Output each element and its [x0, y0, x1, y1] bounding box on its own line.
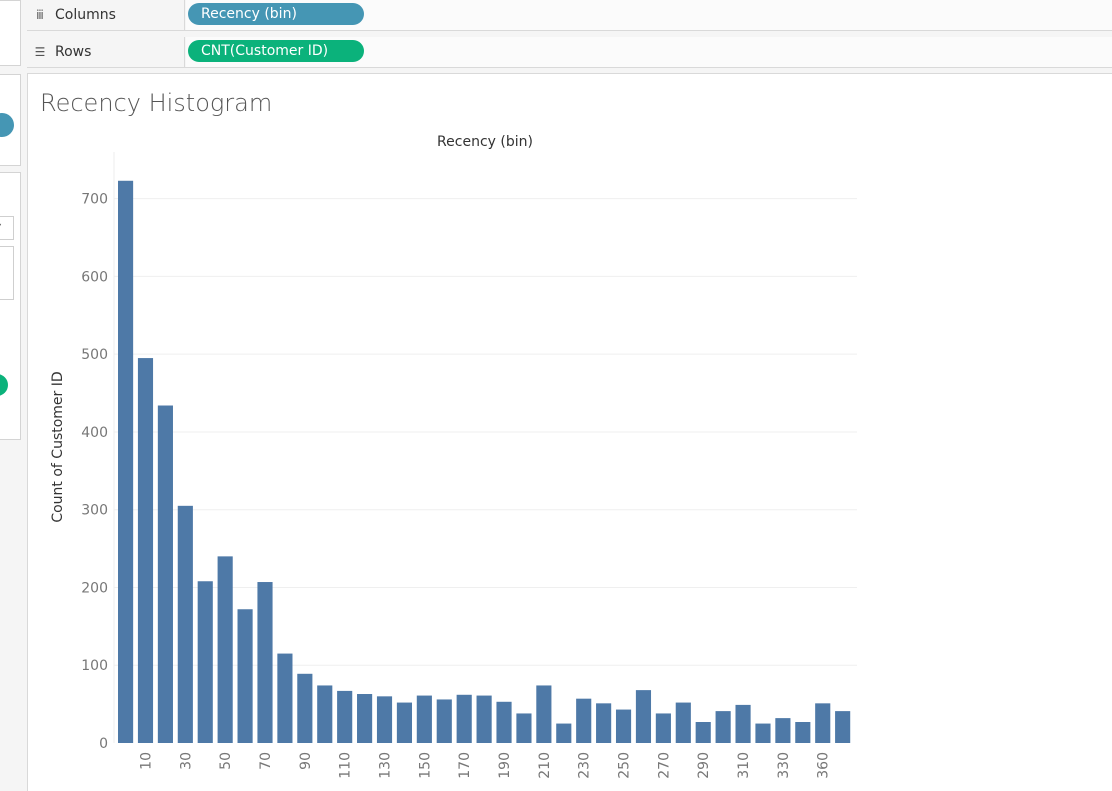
- histogram-bar: [795, 722, 810, 743]
- x-tick-label: 90: [298, 752, 314, 770]
- histogram-bar: [337, 691, 352, 743]
- y-tick-label: 600: [81, 269, 108, 285]
- histogram-bar: [556, 724, 571, 743]
- rows-label: Rows: [55, 44, 91, 60]
- histogram-chart: 0 100 200 300 400 500 600 700 10 30 50 70 90 110 130 15…: [28, 74, 1112, 791]
- histogram-bar: [536, 685, 551, 743]
- x-tick-label: 70: [258, 752, 274, 770]
- x-tick-label: 170: [457, 752, 473, 779]
- histogram-bar: [437, 699, 452, 743]
- chart-view: Recency Histogram 0 100 200 300 400 500 600 700…: [27, 73, 1112, 791]
- histogram-bar: [775, 718, 790, 743]
- y-tick-label: 100: [81, 658, 108, 674]
- histogram-bar: [835, 711, 850, 743]
- columns-icon: ⅲ: [33, 8, 47, 22]
- x-tick-label: 310: [736, 752, 752, 779]
- histogram-bar: [496, 702, 511, 743]
- histogram-bar: [755, 724, 770, 743]
- y-tick-label: 700: [81, 192, 108, 208]
- x-tick-label: 130: [378, 752, 394, 779]
- left-side-panel: ▼: [0, 0, 22, 790]
- rows-shelf: ☰ Rows CNT(Customer ID): [27, 37, 1112, 68]
- histogram-bar: [277, 654, 292, 743]
- histogram-bar: [596, 703, 611, 743]
- histogram-bar: [696, 722, 711, 743]
- histogram-bar: [158, 406, 173, 743]
- rows-shelf-label-area: ☰ Rows: [27, 37, 185, 67]
- chevron-down-icon: ▼: [0, 222, 1, 231]
- x-tick-label: 250: [617, 752, 633, 779]
- x-tick-label: 190: [497, 752, 513, 779]
- y-axis-title: Count of Customer ID: [50, 371, 66, 522]
- rows-drop-area[interactable]: CNT(Customer ID): [186, 37, 1112, 67]
- x-tick-label: 210: [537, 752, 553, 779]
- recency-bin-pill[interactable]: Recency (bin): [188, 3, 364, 25]
- x-tick-label: 150: [417, 752, 433, 779]
- histogram-bar: [238, 609, 253, 743]
- x-tick-label: 110: [338, 752, 354, 779]
- histogram-bar: [716, 711, 731, 743]
- columns-shelf-label-area: ⅲ Columns: [27, 0, 185, 30]
- histogram-bar: [178, 506, 193, 743]
- histogram-bar: [457, 695, 472, 743]
- y-tick-label: 500: [81, 347, 108, 363]
- x-tick-label: 10: [138, 752, 154, 770]
- histogram-bar: [576, 699, 591, 743]
- histogram-bar: [317, 685, 332, 743]
- x-tick-label: 360: [816, 752, 832, 779]
- x-tick-label: 270: [656, 752, 672, 779]
- y-tick-label: 0: [99, 736, 108, 752]
- y-tick-label: 200: [81, 580, 108, 596]
- columns-shelf: ⅲ Columns Recency (bin): [27, 0, 1112, 31]
- histogram-bar: [676, 703, 691, 743]
- histogram-bar: [297, 674, 312, 743]
- histogram-bar: [656, 713, 671, 743]
- rows-icon: ☰: [33, 45, 47, 59]
- histogram-bar: [417, 696, 432, 743]
- columns-label: Columns: [55, 7, 116, 23]
- histogram-bar: [477, 696, 492, 743]
- x-axis-title: Recency (bin): [437, 134, 533, 150]
- histogram-bar: [636, 690, 651, 743]
- histogram-bar: [118, 181, 133, 743]
- y-tick-label: 300: [81, 503, 108, 519]
- x-tick-label: 230: [577, 752, 593, 779]
- y-tick-label: 400: [81, 425, 108, 441]
- histogram-bar: [138, 358, 153, 743]
- histogram-bar: [377, 696, 392, 743]
- histogram-bar: [198, 581, 213, 743]
- histogram-bar: [516, 713, 531, 743]
- histogram-bar: [616, 710, 631, 743]
- histogram-bar: [257, 582, 272, 743]
- left-panel-section: [0, 0, 21, 66]
- x-tick-label: 330: [776, 752, 792, 779]
- histogram-bar: [735, 705, 750, 743]
- cnt-customer-id-pill[interactable]: CNT(Customer ID): [188, 40, 364, 62]
- left-panel-section: [0, 172, 21, 440]
- x-tick-label: 30: [178, 752, 194, 770]
- marks-card-area: [0, 246, 14, 300]
- columns-drop-area[interactable]: Recency (bin): [186, 0, 1112, 30]
- histogram-bar: [397, 703, 412, 743]
- histogram-bar: [357, 694, 372, 743]
- marks-type-dropdown[interactable]: ▼: [0, 216, 14, 240]
- x-tick-label: 290: [696, 752, 712, 779]
- histogram-bar: [815, 703, 830, 743]
- x-tick-label: 50: [218, 752, 234, 770]
- histogram-bar: [218, 556, 233, 743]
